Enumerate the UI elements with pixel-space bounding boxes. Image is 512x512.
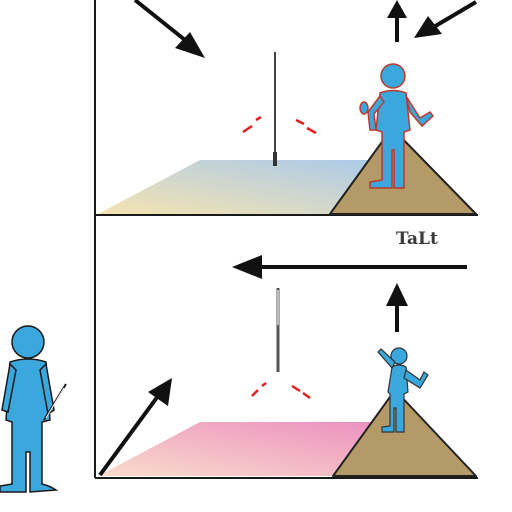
top-person-right-arm [405,95,435,128]
bottom-plane [98,422,405,476]
bottom-mound [332,389,477,477]
top-plane [98,160,405,214]
left-person-body [0,358,59,493]
bottom-person-right-arm [403,368,429,389]
top-person-body [369,89,411,189]
arrow-top-up-head [387,0,407,18]
arrow-top-right-diagonal-head [414,16,442,38]
arrow-bottom-diagonal-head [148,378,172,406]
top-person-left-arm [367,94,385,131]
top-pole-base [273,152,277,166]
top-person-head [380,63,406,89]
left-person-head [11,325,45,359]
bottom-person-head [390,347,408,365]
left-person-left-arm [1,362,17,413]
top-red-marks [242,115,317,135]
bottom-person-body [381,364,409,433]
diagram-label: TaLt [396,229,438,249]
arrow-middle-left-head [232,255,262,279]
bottom-person-figure [377,347,429,433]
arrow-bottom-up-head [386,283,408,306]
left-person-figure [0,325,59,493]
bottom-red-marks [251,382,311,400]
bottom-panel [98,255,477,477]
arrow-top-left-diagonal-head [175,32,205,58]
arrow-bottom-diagonal-shaft [98,394,160,477]
bottom-person-raised-arm [377,348,396,370]
top-person-figure [359,63,435,189]
top-panel [98,0,478,215]
arrow-top-right-diagonal [430,0,478,30]
